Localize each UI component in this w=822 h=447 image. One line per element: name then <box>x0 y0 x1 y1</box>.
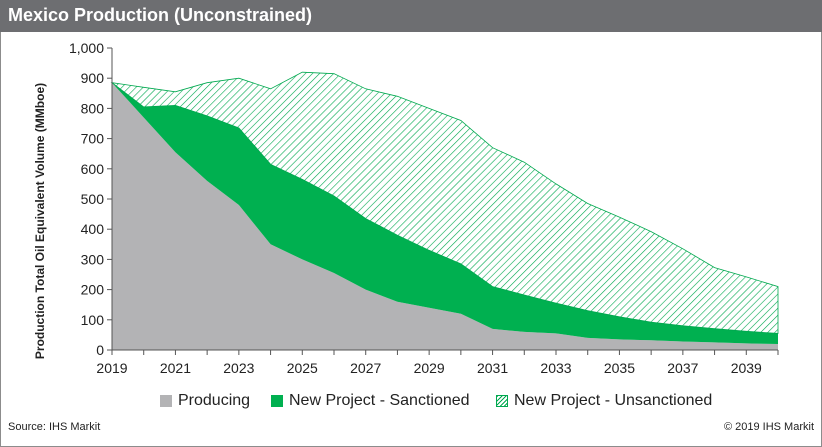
y-tick-label: 200 <box>81 282 105 298</box>
legend-item-sanctioned: New Project - Sanctioned <box>271 391 470 411</box>
source-note: Source: IHS Markit <box>8 421 101 433</box>
legend-label-unsanctioned: New Project - Unsanctioned <box>514 392 713 409</box>
x-tick-label: 2025 <box>287 360 318 376</box>
x-tick-label: 2027 <box>350 360 381 376</box>
x-tick-label: 2021 <box>160 360 191 376</box>
x-tick-label: 2033 <box>540 360 571 376</box>
y-tick-label: 0 <box>96 342 104 358</box>
chart-title: Mexico Production (Unconstrained) <box>8 5 313 25</box>
legend-item-unsanctioned: New Project - Unsanctioned <box>496 391 712 411</box>
y-tick-label: 600 <box>81 161 105 177</box>
x-tick-label: 2037 <box>667 360 698 376</box>
copyright-note: © 2019 IHS Markit <box>723 421 814 433</box>
x-tick-label: 2039 <box>731 360 762 376</box>
legend-item-producing: Producing <box>160 391 250 411</box>
x-tick-label: 2035 <box>604 360 635 376</box>
x-tick-label: 2019 <box>96 360 127 376</box>
y-tick-label: 400 <box>81 221 105 237</box>
y-tick-label: 500 <box>81 191 105 207</box>
area-sanctioned <box>112 82 778 344</box>
y-tick-label: 700 <box>81 131 105 147</box>
y-tick-label: 100 <box>81 312 105 328</box>
legend: Producing New Project - Sanctioned New P… <box>0 391 822 411</box>
x-tick-label: 2031 <box>477 360 508 376</box>
chart-plot: 0 100 200 300 400 500 600 700 800 900 1,000 2019 202… <box>33 40 779 376</box>
y-tick-label: 300 <box>81 251 105 267</box>
title-bar: Mexico Production (Unconstrained) <box>0 0 822 32</box>
legend-swatch-sanctioned <box>271 395 283 407</box>
legend-label-producing: Producing <box>178 392 251 409</box>
y-tick-label: 900 <box>81 70 105 86</box>
area-unsanctioned <box>110 71 779 334</box>
legend-swatch-producing <box>160 395 172 407</box>
y-axis-label: Production Total Oil Equivalent Volume (… <box>33 83 47 359</box>
legend-swatch-unsanctioned <box>496 395 508 407</box>
x-tick-label: 2023 <box>223 360 254 376</box>
y-tick-label: 1,000 <box>69 40 104 56</box>
y-tick-label: 800 <box>81 100 105 116</box>
x-tick-label: 2029 <box>414 360 445 376</box>
legend-label-sanctioned: New Project - Sanctioned <box>289 392 470 409</box>
area-producing <box>112 82 778 350</box>
